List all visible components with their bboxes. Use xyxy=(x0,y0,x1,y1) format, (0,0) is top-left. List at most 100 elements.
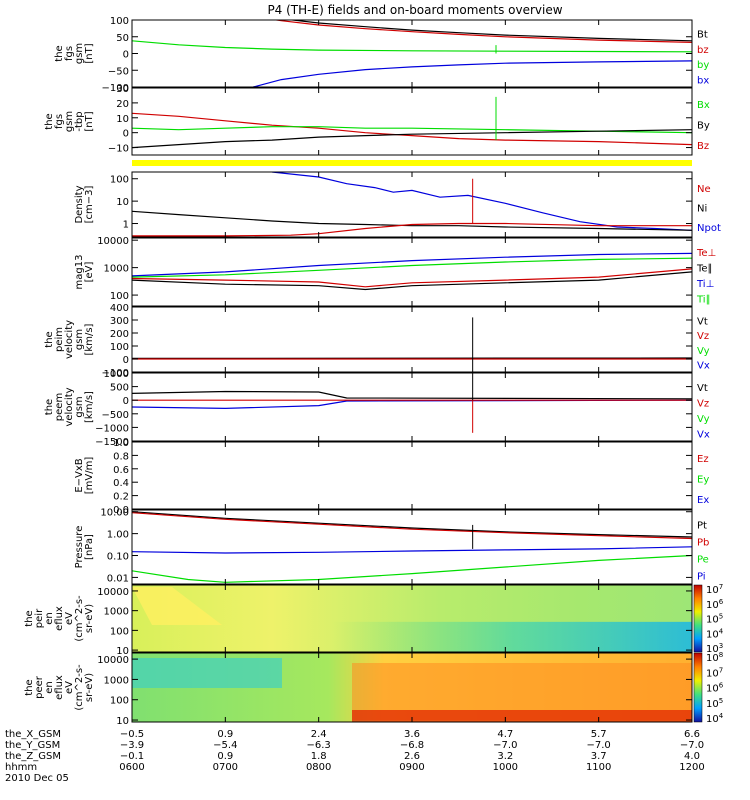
y-tick-label: 10.00 xyxy=(100,508,129,519)
y-axis-label: peir xyxy=(34,608,45,628)
y-tick-label: 1000 xyxy=(104,264,129,275)
legend-by: by xyxy=(697,60,709,71)
legend-Vt: Vt xyxy=(697,316,708,327)
y-tick-label: 200 xyxy=(110,329,129,340)
y-tick-label: 0.8 xyxy=(113,451,129,462)
xaxis-value: −3.9 xyxy=(120,740,144,751)
legend-Bz: Bz xyxy=(697,141,709,152)
y-axis-label: E−VxB xyxy=(74,458,85,492)
y-axis-label: [nPa] xyxy=(84,534,95,560)
legend-Ez: Ez xyxy=(697,454,709,465)
xaxis-value: 5.7 xyxy=(591,729,607,740)
y-tick-label: −50 xyxy=(108,66,129,77)
y-axis-label: the xyxy=(44,399,55,415)
legend-Pe: Pe xyxy=(697,555,709,566)
y-tick-label: 10 xyxy=(116,197,129,208)
y-axis-label: peem xyxy=(54,393,65,421)
legend-Vy: Vy xyxy=(697,414,710,425)
y-axis-label: [cm−3] xyxy=(84,186,95,224)
colorbar-exponent: 6 xyxy=(719,598,724,606)
y-tick-label: 50 xyxy=(116,33,129,44)
colorbar-label: 104 xyxy=(706,627,724,640)
legend-Ni: Ni xyxy=(697,204,707,215)
y-tick-label: 1000 xyxy=(104,369,129,380)
series-bx xyxy=(251,60,692,87)
series-Te∥ xyxy=(132,271,692,291)
colorbar-label: 107 xyxy=(706,583,723,596)
y-axis-label: en xyxy=(44,681,55,694)
colorbar-exponent: 4 xyxy=(719,712,724,720)
y-tick-label: 1.0 xyxy=(113,438,129,449)
series-Pe xyxy=(132,554,692,583)
y-tick-label: 100 xyxy=(110,291,129,302)
xaxis-value: 4.7 xyxy=(497,729,513,740)
spectrogram-feature xyxy=(132,658,282,688)
panel-10: 108 107 106 105 104 10000 1000 100 10 the peer en ef… xyxy=(24,651,724,727)
colorbar-label: 105 xyxy=(706,613,723,626)
colorbar xyxy=(693,652,703,723)
date-label: 2010 Dec 05 xyxy=(5,773,69,784)
xaxis-value: −0.1 xyxy=(120,751,144,762)
colorbar xyxy=(693,584,703,653)
series-Bz xyxy=(132,112,692,146)
y-axis-label: the xyxy=(54,45,65,61)
legend-Vz: Vz xyxy=(697,331,709,342)
y-axis-label: Density xyxy=(74,185,85,223)
legend-Pi: Pi xyxy=(697,572,706,583)
colorbar-exponent: 8 xyxy=(719,651,723,659)
xaxis-value: −7.0 xyxy=(587,740,611,751)
legend-Ne: Ne xyxy=(697,184,711,195)
y-tick-label: 100 xyxy=(110,16,129,27)
colorbar-exponent: 7 xyxy=(719,583,723,591)
y-axis-label: [mV/m] xyxy=(84,457,95,495)
y-axis-label: eflux xyxy=(54,675,65,700)
y-tick-label: 1 xyxy=(123,220,129,231)
series-By xyxy=(132,129,692,149)
y-axis-label: -tbp xyxy=(74,111,85,131)
panel-1: Bt bz by bx 100 50 0 −50 −100 the fgs gsm [nT] xyxy=(54,16,709,94)
legend-Ti⊥: Ti⊥ xyxy=(696,279,714,290)
colorbar-label: 108 xyxy=(706,651,723,664)
y-axis-label: Pressure xyxy=(74,526,85,569)
legend-Bt: Bt xyxy=(697,30,708,41)
xaxis-value: 1100 xyxy=(586,762,611,773)
series-by xyxy=(132,40,692,53)
legend-bx: bx xyxy=(697,75,709,86)
colorbar-exponent: 5 xyxy=(719,613,723,621)
y-tick-label: 0.01 xyxy=(107,573,129,584)
xaxis-value: −7.0 xyxy=(680,740,704,751)
y-tick-label: 100 xyxy=(110,342,129,353)
y-axis-label: fgs xyxy=(64,46,75,61)
xaxis-value: 1200 xyxy=(679,762,704,773)
legend-By: By xyxy=(697,121,710,132)
y-tick-label: 0.6 xyxy=(113,465,129,476)
y-tick-label: 10 xyxy=(116,716,129,727)
xaxis-value: −5.4 xyxy=(213,740,237,751)
legend-bz: bz xyxy=(697,45,709,56)
y-axis-label: the xyxy=(44,113,55,129)
legend-Ti∥: Ti∥ xyxy=(696,294,711,305)
series-group xyxy=(132,96,692,149)
y-tick-label: −1500 xyxy=(95,437,129,448)
y-tick-label: −100 xyxy=(102,368,129,379)
y-tick-label: 1000 xyxy=(104,675,129,686)
y-tick-label: 0.2 xyxy=(113,492,129,503)
series-Ni xyxy=(132,210,692,231)
panel-2: Bx By Bz 30 20 10 0 −10 the fgs gsm -tbp [nT] xyxy=(44,84,710,156)
series-Ti∥ xyxy=(132,257,692,278)
panel-3: Ne Ni Npot 100 10 1 Density [cm−3] xyxy=(74,171,721,238)
y-tick-label: 0 xyxy=(123,355,129,366)
xaxis-value: 0700 xyxy=(213,762,238,773)
y-axis-label: [eV] xyxy=(84,262,95,283)
y-axis-label: velocity xyxy=(64,320,75,359)
y-tick-label: 10 xyxy=(116,114,129,125)
y-tick-label: 300 xyxy=(110,316,129,327)
panel-frame xyxy=(131,306,693,373)
colorbar-label: 106 xyxy=(706,598,724,611)
y-axis-label: sr-eV) xyxy=(84,673,95,702)
legend-Te⊥: Te⊥ xyxy=(696,248,716,259)
y-axis-label: [km/s] xyxy=(84,323,95,355)
y-tick-label: 10 xyxy=(116,646,129,657)
